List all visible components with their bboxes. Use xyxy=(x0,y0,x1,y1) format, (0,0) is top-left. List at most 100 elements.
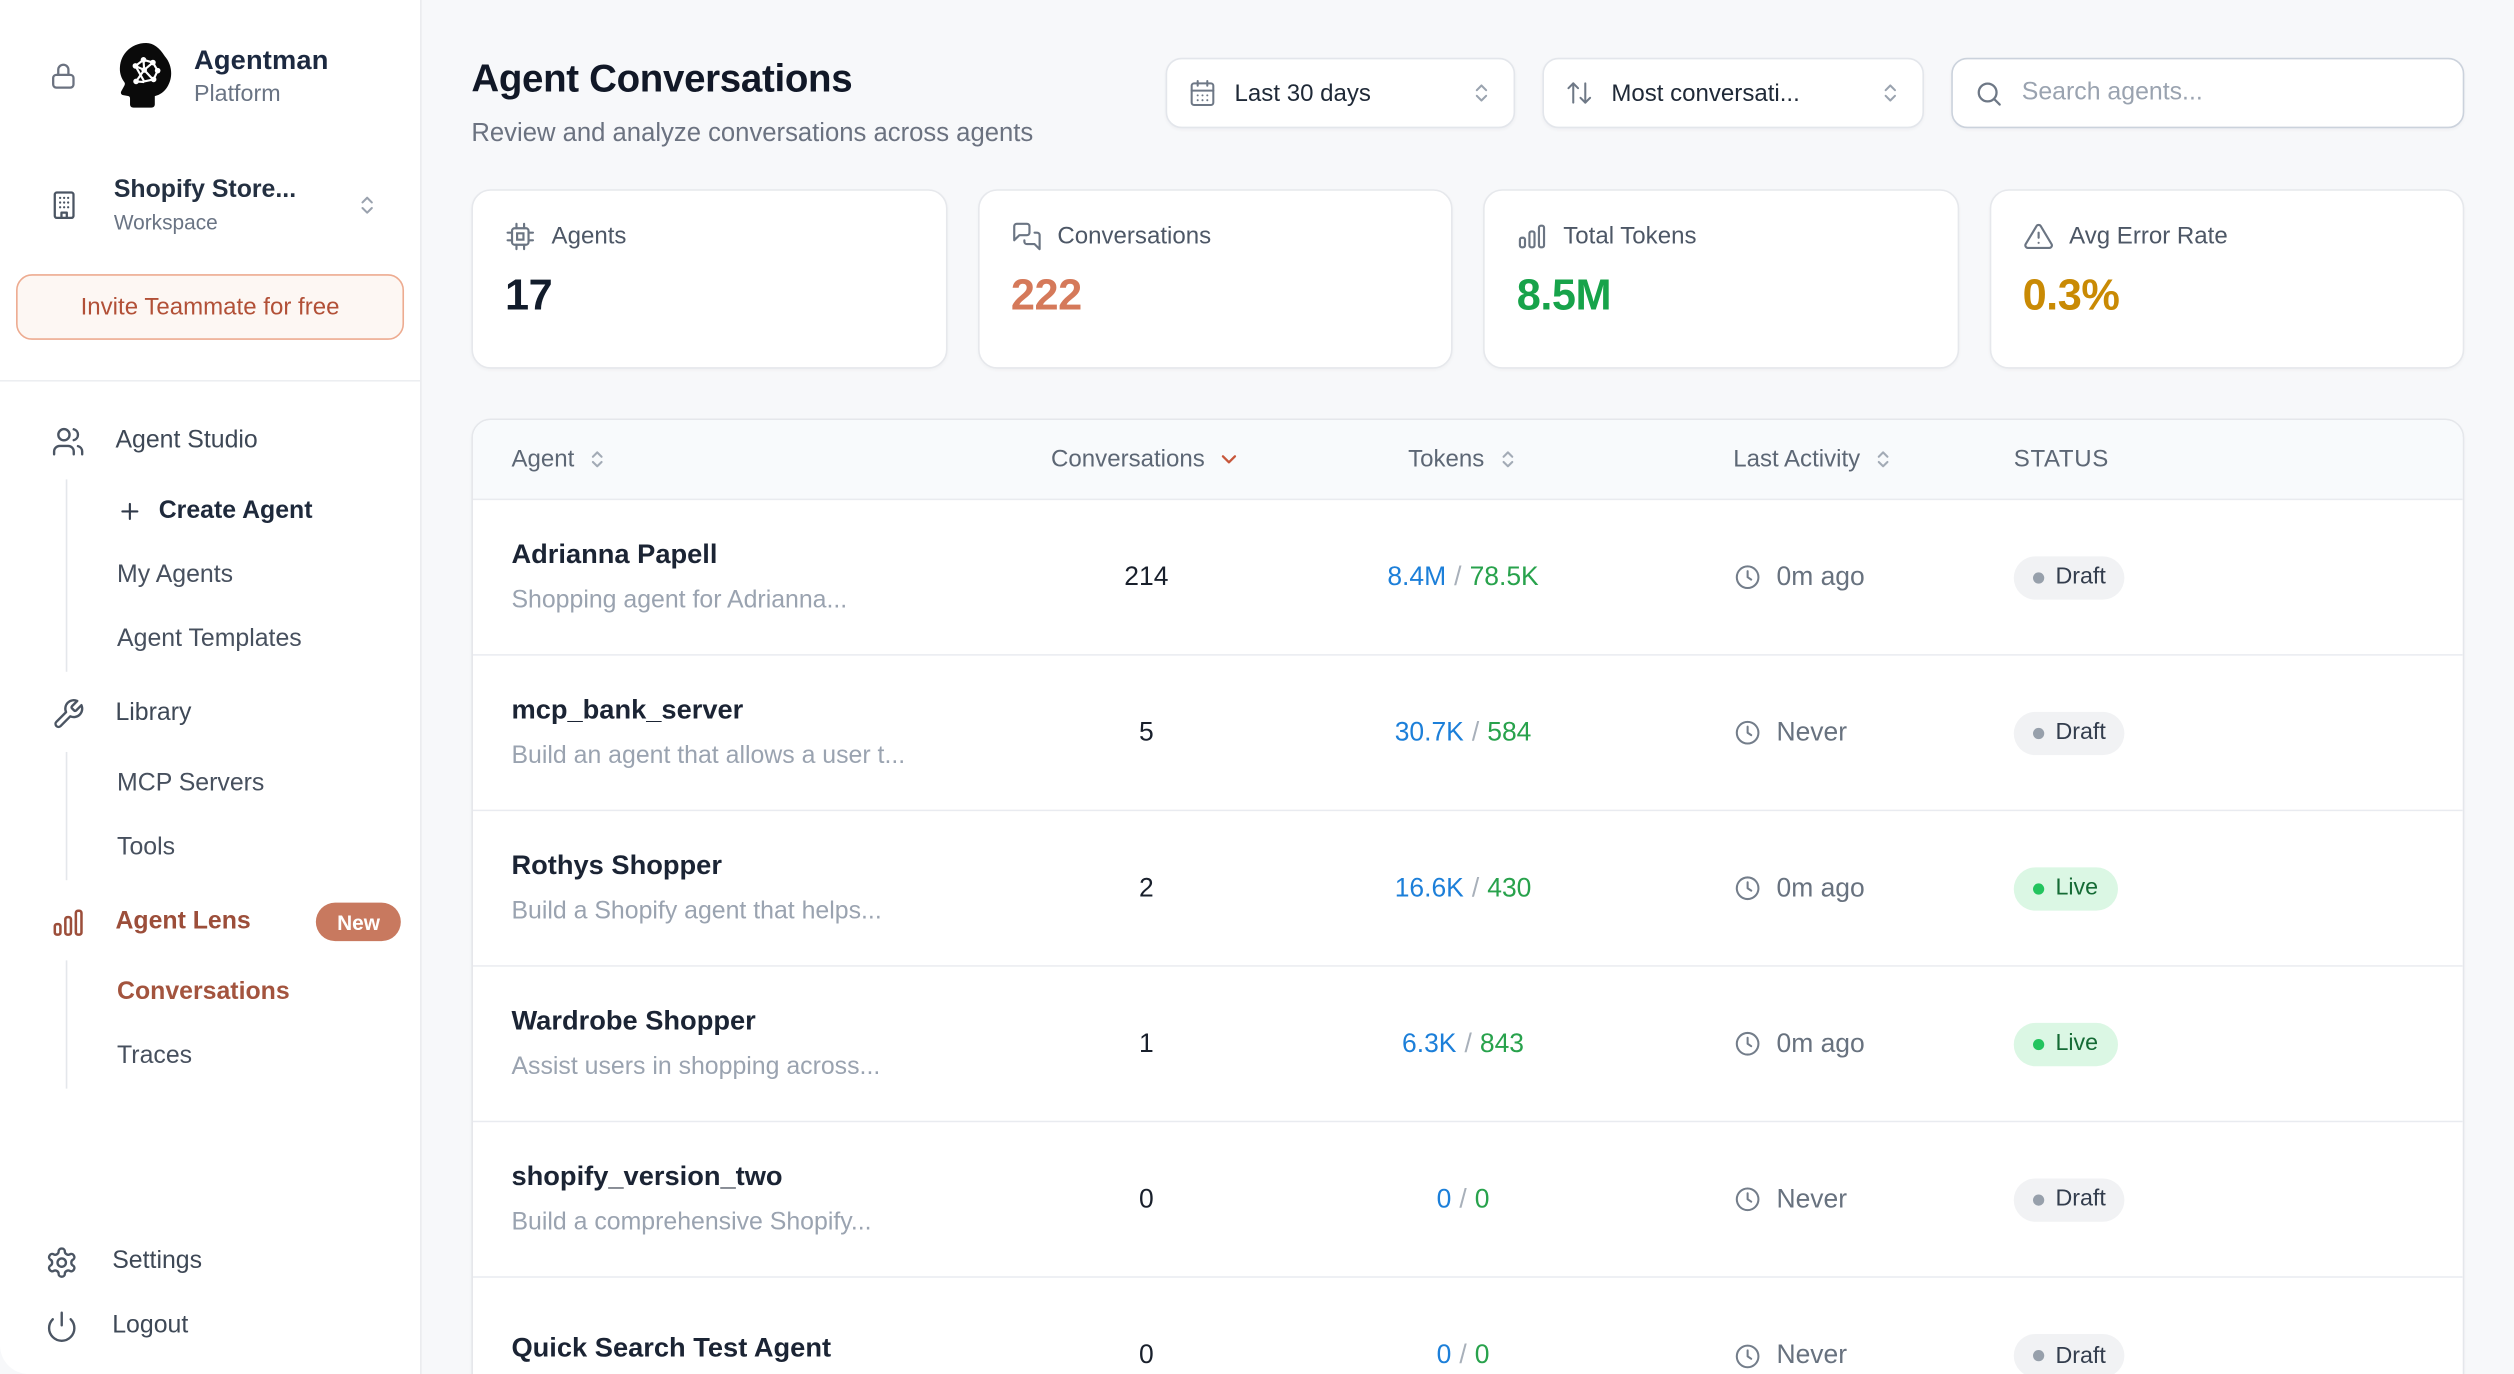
column-header-conversations[interactable]: Conversations xyxy=(1026,446,1266,473)
gear-icon xyxy=(45,1245,79,1279)
agent-description: Build an agent that allows a user t... xyxy=(511,742,906,770)
calendar-icon xyxy=(1188,79,1217,108)
agent-name: Adrianna Papell xyxy=(511,538,718,570)
arrow-up-down-icon xyxy=(1565,79,1594,108)
sidebar-item-agent-lens[interactable]: Agent Lens New xyxy=(0,890,420,954)
date-range-select[interactable]: Last 30 days xyxy=(1165,57,1516,129)
sidebar-item-create-agent[interactable]: Create Agent xyxy=(67,479,420,543)
agent-name: mcp_bank_server xyxy=(511,694,744,725)
sidebar-item-label: Create Agent xyxy=(158,497,313,525)
tokens-separator: / xyxy=(1459,1184,1467,1213)
status-label: Draft xyxy=(2055,1342,2106,1369)
last-activity-value: 0m ago xyxy=(1776,561,1865,591)
filter-controls: Last 30 days Most conversati... xyxy=(1165,57,2465,129)
clock-icon xyxy=(1733,718,1762,747)
tokens-in: 16.6K xyxy=(1394,873,1464,902)
status-label: Draft xyxy=(2055,1186,2106,1213)
clock-icon xyxy=(1733,563,1762,592)
tokens-separator: / xyxy=(1459,1340,1467,1370)
conversations-count: 2 xyxy=(1139,873,1154,902)
sidebar-item-traces[interactable]: Traces xyxy=(67,1025,420,1089)
last-activity-value: Never xyxy=(1776,1340,1848,1370)
tokens-cell: 30.7K/584 xyxy=(1267,717,1660,747)
bar-chart-icon xyxy=(51,905,85,939)
tokens-in: 30.7K xyxy=(1394,717,1464,747)
last-activity-cell: Never xyxy=(1659,1340,2004,1370)
sidebar-item-settings[interactable]: Settings xyxy=(0,1230,420,1294)
column-label: Agent xyxy=(511,445,575,473)
agent-lens-subgroup: Conversations Traces xyxy=(65,960,420,1089)
sidebar-item-tools[interactable]: Tools xyxy=(67,816,420,880)
status-dot-icon xyxy=(2033,1193,2045,1205)
stat-card-conversations: Conversations 222 xyxy=(977,189,1453,369)
clock-icon xyxy=(1733,1341,1762,1370)
sort-chevrons-icon xyxy=(1873,447,1894,471)
invite-teammate-button[interactable]: Invite Teammate for free xyxy=(16,274,405,340)
status-label: Draft xyxy=(2055,719,2106,746)
sidebar-item-label: Agent Templates xyxy=(117,625,302,653)
stat-value: 222 xyxy=(1010,270,1082,320)
tokens-out: 0 xyxy=(1474,1340,1490,1370)
page-title: Agent Conversations xyxy=(471,57,853,102)
power-icon xyxy=(45,1309,79,1343)
status-badge: Draft xyxy=(2013,711,2126,755)
search-input[interactable] xyxy=(2021,78,2442,108)
table-row[interactable]: Adrianna Papell Shopping agent for Adria… xyxy=(472,500,2463,656)
last-activity-cell: Never xyxy=(1659,717,2004,747)
page-header: Agent Conversations Review and analyze c… xyxy=(471,57,2465,149)
sidebar-item-agent-studio[interactable]: Agent Studio xyxy=(0,409,420,473)
sidebar-bottom: Settings Logout xyxy=(0,1230,420,1374)
table-row[interactable]: Quick Search Test Agent 0 0/0 Never Draf… xyxy=(472,1277,2463,1374)
sort-chevrons-icon xyxy=(1497,447,1518,471)
table-row[interactable]: mcp_bank_server Build an agent that allo… xyxy=(472,655,2463,812)
lock-icon xyxy=(48,60,78,90)
sidebar-item-library[interactable]: Library xyxy=(0,681,420,745)
status-badge: Draft xyxy=(2013,1177,2126,1221)
sidebar-item-mcp-servers[interactable]: MCP Servers xyxy=(67,752,420,816)
date-range-value: Last 30 days xyxy=(1234,79,1371,107)
sidebar-item-logout[interactable]: Logout xyxy=(0,1294,420,1358)
column-header-last-activity[interactable]: Last Activity xyxy=(1659,446,2004,473)
sidebar-item-agent-templates[interactable]: Agent Templates xyxy=(67,608,420,672)
sidebar-item-my-agents[interactable]: My Agents xyxy=(67,544,420,608)
tools-icon xyxy=(51,697,85,731)
bar-chart-icon xyxy=(1517,221,1547,251)
sidebar-item-label: Logout xyxy=(112,1311,189,1339)
building-icon xyxy=(48,188,80,223)
stat-card-agents: Agents 17 xyxy=(471,189,947,369)
tokens-in: 6.3K xyxy=(1402,1028,1457,1058)
sidebar-item-label: My Agents xyxy=(117,561,234,589)
sidebar-item-conversations[interactable]: Conversations xyxy=(67,960,420,1024)
column-label: Tokens xyxy=(1408,445,1485,473)
status-badge: Draft xyxy=(2013,1333,2126,1374)
stat-label: Avg Error Rate xyxy=(2069,222,2228,251)
column-header-agent[interactable]: Agent xyxy=(473,446,1026,473)
workspace-selector[interactable]: Shopify Store... Workspace xyxy=(48,176,401,234)
sidebar-nav: Agent Studio Create Agent My Agents Agen… xyxy=(0,409,420,1098)
column-header-tokens[interactable]: Tokens xyxy=(1267,446,1660,473)
workspace-name: Shopify Store... xyxy=(113,176,297,204)
sort-chevron-down-icon xyxy=(1218,447,1242,471)
sidebar-item-label: Conversations xyxy=(117,978,290,1006)
sort-value: Most conversati... xyxy=(1611,79,1800,107)
status-dot-icon xyxy=(2033,882,2045,894)
status-label: Draft xyxy=(2055,564,2106,591)
tokens-out: 78.5K xyxy=(1469,561,1539,591)
tokens-separator: / xyxy=(1454,561,1462,591)
sidebar-item-label: Agent Studio xyxy=(115,426,258,454)
sort-select[interactable]: Most conversati... xyxy=(1542,57,1924,129)
clock-icon xyxy=(1733,1029,1762,1058)
table-row[interactable]: Wardrobe Shopper Assist users in shoppin… xyxy=(472,966,2463,1123)
agent-description: Build a comprehensive Shopify... xyxy=(511,1208,872,1237)
sidebar: Agentman Platform Shopify Store... Works… xyxy=(0,0,422,1374)
conversations-count: 1 xyxy=(1139,1028,1154,1058)
sidebar-item-label: MCP Servers xyxy=(117,769,265,797)
tokens-cell: 0/0 xyxy=(1267,1340,1660,1370)
sidebar-item-label: Traces xyxy=(117,1042,193,1070)
column-label: Conversations xyxy=(1051,445,1205,473)
table-row[interactable]: shopify_version_two Build a comprehensiv… xyxy=(472,1122,2463,1278)
last-activity-value: 0m ago xyxy=(1776,1028,1865,1058)
table-row[interactable]: Rothys Shopper Build a Shopify agent tha… xyxy=(472,811,2463,967)
status-dot-icon xyxy=(2033,571,2045,583)
tokens-cell: 8.4M/78.5K xyxy=(1267,562,1660,592)
